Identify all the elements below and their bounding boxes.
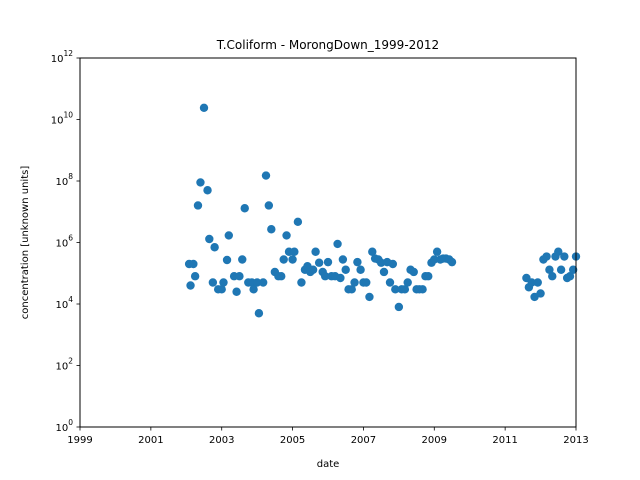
data-point xyxy=(282,231,291,240)
data-point xyxy=(297,278,306,287)
data-point xyxy=(336,273,345,283)
data-point xyxy=(362,278,371,287)
y-tick-label: 104 xyxy=(55,295,73,311)
data-point xyxy=(365,292,374,302)
data-point xyxy=(311,247,320,256)
data-point xyxy=(190,272,200,281)
data-point xyxy=(347,285,356,294)
data-point xyxy=(394,302,404,312)
data-point xyxy=(193,201,203,210)
data-point xyxy=(267,225,276,234)
data-point xyxy=(238,255,247,264)
x-tick-label: 2003 xyxy=(209,435,234,446)
y-tick-label: 102 xyxy=(55,357,73,373)
data-point xyxy=(323,257,333,267)
y-axis: 100 102 104 106 108 1010 1012 xyxy=(51,49,80,434)
data-point xyxy=(232,287,241,296)
data-point xyxy=(333,239,342,249)
data-point xyxy=(208,278,218,287)
data-point xyxy=(430,255,439,264)
data-point xyxy=(565,272,575,281)
data-point xyxy=(447,257,457,267)
data-point xyxy=(379,267,389,277)
data-point xyxy=(353,257,362,267)
data-point xyxy=(224,231,233,240)
data-point xyxy=(556,265,566,274)
data-point xyxy=(293,217,303,227)
y-tick-label: 1012 xyxy=(51,49,74,65)
data-point xyxy=(403,278,412,287)
data-point xyxy=(254,309,264,318)
data-point xyxy=(249,285,258,294)
data-point xyxy=(199,103,209,113)
data-point xyxy=(400,285,410,294)
data-point xyxy=(290,247,299,256)
data-point xyxy=(261,171,271,180)
data-point xyxy=(258,278,268,287)
data-point xyxy=(196,178,205,187)
y-axis-title: concentration [unknown units] xyxy=(20,166,31,320)
data-point xyxy=(219,278,228,287)
data-point xyxy=(277,272,286,281)
data-point xyxy=(288,255,297,264)
data-point xyxy=(385,278,395,287)
data-point xyxy=(320,272,330,281)
data-point xyxy=(222,255,232,265)
data-point xyxy=(356,265,365,274)
x-tick-label: 2013 xyxy=(563,435,588,446)
x-tick-label: 2011 xyxy=(492,435,517,446)
x-tick-label: 2001 xyxy=(138,435,163,446)
data-point xyxy=(252,278,262,287)
data-point xyxy=(542,252,551,261)
data-point xyxy=(235,272,244,281)
data-point xyxy=(189,259,198,269)
data-point xyxy=(186,281,195,290)
data-point xyxy=(536,289,545,298)
data-point xyxy=(314,258,324,267)
x-axis: 1999 2001 2003 2005 2007 2009 2011 2013 xyxy=(67,427,589,446)
data-point xyxy=(554,247,563,256)
data-point xyxy=(527,278,536,287)
data-point xyxy=(533,278,542,287)
y-tick-label: 108 xyxy=(55,172,73,188)
data-point xyxy=(203,186,212,195)
y-tick-label: 1010 xyxy=(51,111,74,127)
data-point xyxy=(341,265,350,274)
x-tick-label: 1999 xyxy=(67,435,92,446)
data-point xyxy=(568,265,578,274)
y-tick-label: 106 xyxy=(55,234,73,250)
data-point xyxy=(376,258,386,267)
data-point xyxy=(205,234,214,244)
data-point xyxy=(388,259,398,269)
data-point xyxy=(217,285,226,294)
x-tick-label: 2005 xyxy=(280,435,305,446)
data-point xyxy=(391,285,400,294)
data-point xyxy=(264,201,274,210)
data-points xyxy=(184,103,581,318)
data-point xyxy=(548,272,557,281)
data-point xyxy=(424,272,433,281)
x-axis-title: date xyxy=(317,459,340,470)
data-point xyxy=(350,278,359,287)
data-point xyxy=(279,255,288,264)
data-point xyxy=(338,255,348,264)
data-point xyxy=(210,243,219,252)
data-point xyxy=(409,267,418,277)
data-point xyxy=(240,204,249,213)
data-point xyxy=(418,285,427,294)
x-tick-label: 2007 xyxy=(351,435,376,446)
chart-title: T.Coliform - MorongDown_1999-2012 xyxy=(216,38,439,52)
x-tick-label: 2009 xyxy=(422,435,447,446)
data-point xyxy=(368,247,377,256)
data-point xyxy=(560,252,569,261)
data-point xyxy=(432,247,442,256)
y-tick-label: 100 xyxy=(55,418,73,434)
data-point xyxy=(308,265,318,274)
data-point xyxy=(545,265,554,274)
